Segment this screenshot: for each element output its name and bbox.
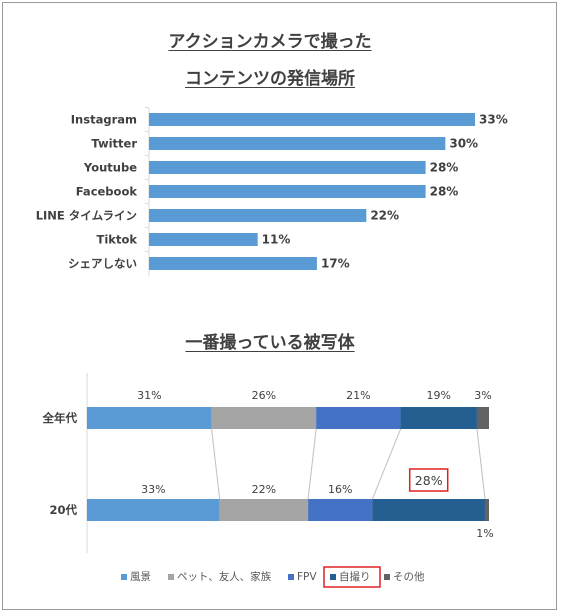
- chart1-category-label: Facebook: [76, 185, 138, 199]
- chart1-category-label: Youtube: [83, 161, 137, 175]
- chart2-legend-label: 風景: [130, 571, 151, 583]
- chart2-legend-swatch: [330, 574, 336, 580]
- chart1-bar: [149, 233, 258, 246]
- chart2-segment: [372, 499, 485, 521]
- chart1-value-label: 33%: [479, 113, 508, 127]
- chart2-segment: [308, 499, 373, 521]
- chart1-bar: [149, 137, 446, 150]
- chart2-segment-label: 33%: [141, 483, 165, 496]
- chart2-title: 一番撮っている被写体: [185, 333, 355, 353]
- chart2-legend-swatch: [168, 574, 174, 580]
- chart2-highlight-box: [408, 468, 449, 492]
- chart1-bar: [149, 161, 426, 174]
- chart1-category-label: Tiktok: [97, 233, 138, 247]
- chart2-segment-label: 1%: [476, 527, 493, 540]
- chart2-segment-label: 31%: [137, 389, 161, 402]
- chart2-segment-label: 16%: [328, 483, 352, 496]
- chart1-bar: [149, 185, 426, 198]
- chart2-segment: [400, 407, 477, 429]
- chart1-value-label: 30%: [449, 137, 478, 151]
- chart2-category-label: 20代: [49, 503, 77, 517]
- chart2-segment-label: 21%: [346, 389, 370, 402]
- chart1-value-label: 11%: [262, 233, 291, 247]
- chart1-value-label: 28%: [430, 161, 459, 175]
- chart2-legend-label: その他: [393, 570, 425, 583]
- chart2-segment: [87, 499, 220, 521]
- chart2-legend-label: 自撮り: [339, 570, 371, 583]
- chart1-bar: [149, 113, 475, 126]
- chart1-value-label: 22%: [370, 209, 399, 223]
- chart2-segment: [476, 407, 489, 429]
- chart1-category-label: シェアしない: [68, 257, 137, 271]
- chart2-category-label: 全年代: [42, 411, 78, 425]
- chart2-segment: [211, 407, 317, 429]
- chart2-connector-line: [211, 428, 221, 500]
- chart1-title-line2: コンテンツの発信場所: [185, 69, 355, 89]
- chart2-segment: [219, 499, 309, 521]
- chart2-segment-label: 26%: [252, 389, 276, 402]
- chart2-legend-highlight-box: [323, 566, 381, 588]
- chart1-plot: Instagram Twitter Youtube Facebook LINE タイムラ…: [36, 107, 508, 276]
- chart1-title-line1: アクションカメラで撮った: [168, 32, 372, 52]
- chart1-category-label: Instagram: [71, 113, 137, 127]
- chart2-segment: [316, 407, 401, 429]
- chart2-legend-label: ペット、友人、家族: [177, 570, 272, 583]
- chart2-segment-label: 3%: [474, 389, 491, 402]
- chart2-legend-swatch: [384, 574, 390, 580]
- chart1-bar: [149, 209, 367, 222]
- chart2-segment-label: 22%: [252, 483, 276, 496]
- chart1-category-label: Twitter: [91, 137, 137, 151]
- chart2-segment-label: 19%: [427, 389, 451, 402]
- chart1-value-label: 28%: [430, 185, 459, 199]
- chart2-legend-label: FPV: [297, 571, 317, 583]
- chart2-connector-line: [476, 428, 486, 500]
- chart2-plot: 全年代 20代 31% 26% 21% 19% 3% 33% 22% 16% 28% 1% 風景 ペッ…: [42, 373, 494, 588]
- chart2-segment-label: 28%: [415, 473, 443, 488]
- chart1-value-label: 17%: [321, 257, 350, 271]
- chart2-legend-swatch: [288, 574, 294, 580]
- chart1-category-label: LINE タイムライン: [36, 209, 137, 223]
- chart2-segment: [484, 499, 489, 521]
- chart2-connector-line: [307, 428, 317, 500]
- chart2-segment: [87, 407, 212, 429]
- chart2-legend-swatch: [121, 574, 127, 580]
- chart1-bar: [149, 257, 317, 270]
- chart2-connector-line: [371, 428, 402, 500]
- chart-frame: アクションカメラで撮った コンテンツの発信場所 一番撮っている被写体 Insta…: [2, 2, 557, 610]
